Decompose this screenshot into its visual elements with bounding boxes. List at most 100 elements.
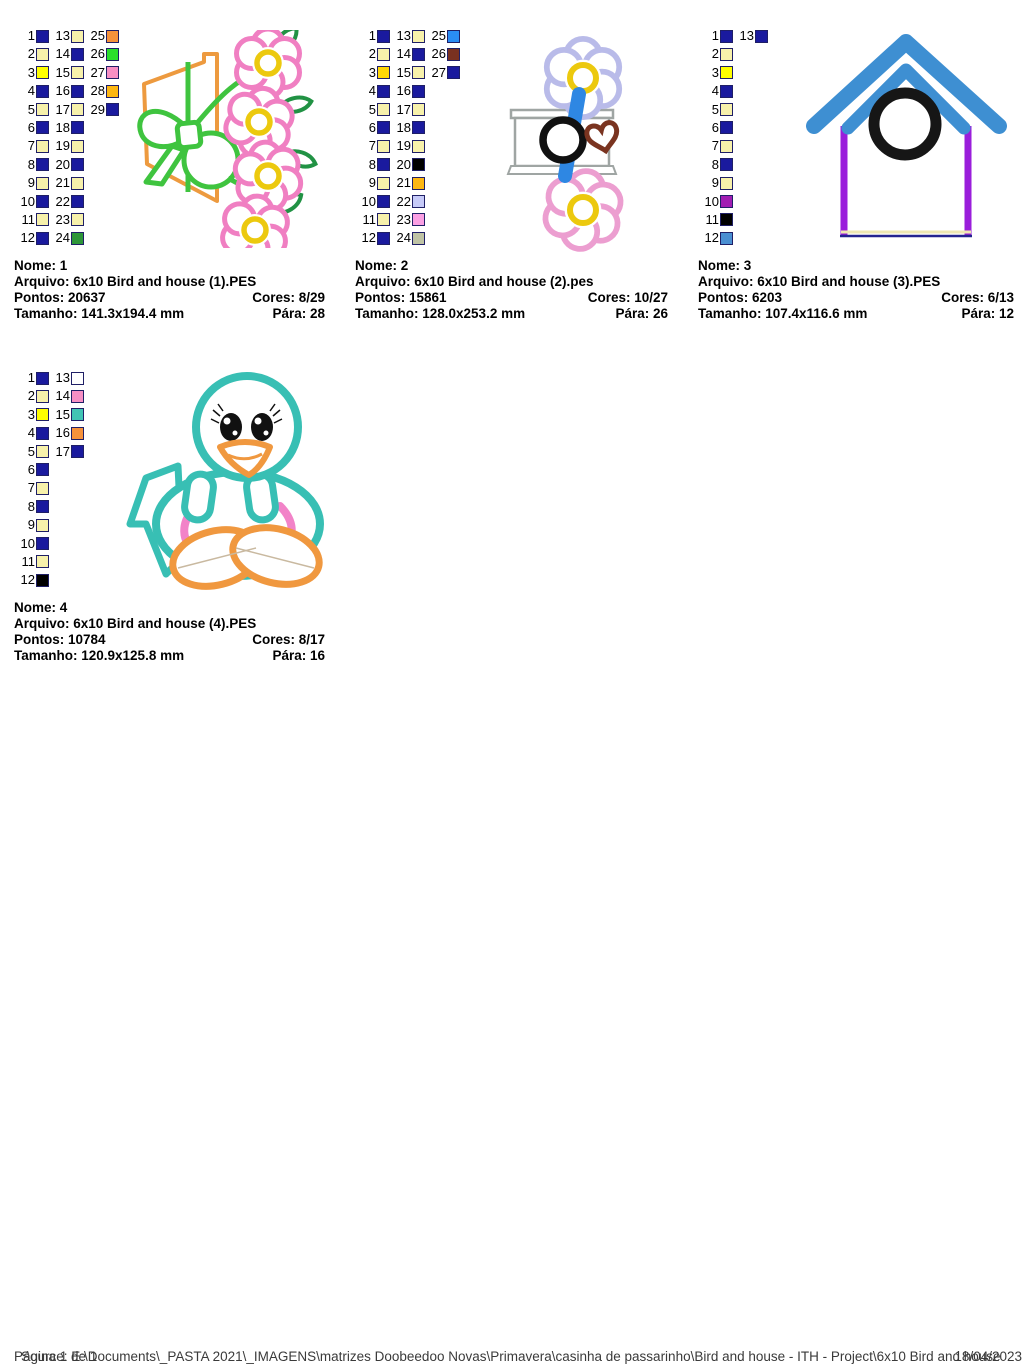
thread-number: 17	[55, 443, 70, 459]
thread-color-swatch	[377, 176, 390, 190]
thread-number: 11	[21, 211, 36, 227]
flower-center-icon	[567, 194, 599, 226]
bird-feet-icon	[169, 524, 323, 590]
palette-entry: 7	[355, 137, 390, 155]
design-1-thumbnail-basket-flowers	[137, 30, 320, 248]
thread-color-swatch	[36, 573, 49, 587]
thread-color-swatch	[412, 139, 425, 153]
thread-number: 7	[27, 138, 35, 154]
palette-entry: 4	[14, 82, 49, 100]
thread-number: 12	[704, 230, 719, 246]
palette-entry: 10	[14, 535, 49, 553]
flower-center-icon	[567, 62, 599, 94]
thread-color-swatch	[36, 500, 49, 514]
thread-color-swatch	[412, 176, 425, 190]
thread-number: 25	[90, 28, 105, 43]
palette-entry: 16	[49, 424, 84, 442]
thread-color-swatch	[71, 158, 84, 172]
palette-entry: 6	[355, 119, 390, 137]
thread-number: 21	[396, 175, 411, 191]
thread-number: 12	[20, 572, 35, 588]
thread-color-swatch	[36, 158, 49, 172]
palette-entry: 8	[355, 156, 390, 174]
design-size: Tamanho: 120.9x125.8 mm	[14, 648, 185, 663]
thread-number: 23	[396, 211, 411, 227]
thread-number: 16	[396, 83, 411, 99]
palette-entry: 25	[84, 27, 119, 45]
thread-color-swatch	[720, 103, 733, 117]
palette-entry: 18	[49, 119, 84, 137]
print-date: 18/04/2023	[954, 1349, 1022, 1364]
thread-color-swatch	[71, 213, 84, 227]
palette-entry: 24	[390, 229, 425, 247]
design-stitches: Pontos: 20637	[14, 290, 106, 305]
thread-color-swatch	[377, 195, 390, 209]
thread-number: 1	[711, 28, 719, 43]
thread-number: 26	[431, 46, 446, 62]
thread-color-swatch	[106, 103, 119, 117]
hole-ring-icon	[539, 116, 587, 164]
thread-number: 9	[711, 175, 719, 191]
thread-color-swatch	[412, 66, 425, 80]
palette-entry: 8	[698, 156, 733, 174]
thread-color-swatch	[412, 231, 425, 245]
thread-color-swatch	[36, 389, 49, 403]
thread-number: 3	[27, 64, 35, 80]
thread-color-swatch	[106, 47, 119, 61]
design-size: Tamanho: 141.3x194.4 mm	[14, 306, 185, 321]
thread-color-swatch	[36, 408, 49, 422]
palette-entry: 11	[355, 211, 390, 229]
thread-color-swatch	[71, 176, 84, 190]
palette-entry: 9	[14, 174, 49, 192]
palette-entry: 10	[14, 193, 49, 211]
thread-color-swatch	[412, 29, 425, 43]
palette-entry: 14	[49, 45, 84, 63]
palette-entry: 3	[698, 64, 733, 82]
thread-number: 14	[396, 46, 411, 62]
thread-color-swatch	[106, 66, 119, 80]
thread-number: 2	[27, 46, 35, 62]
design-stops: Pára: 26	[615, 306, 668, 321]
thread-color-swatch	[720, 158, 733, 172]
thread-number: 24	[396, 230, 411, 246]
thread-number: 4	[27, 83, 35, 99]
palette-entry: 3	[14, 64, 49, 82]
thread-number: 5	[27, 443, 35, 459]
thread-color-swatch	[71, 29, 84, 43]
thread-number: 27	[431, 64, 446, 80]
palette-entry: 15	[49, 406, 84, 424]
design-name: Nome: 1	[14, 258, 68, 273]
thread-number: 5	[368, 101, 376, 117]
palette-entry: 13	[733, 27, 768, 45]
design-colors: Cores: 8/17	[252, 632, 325, 647]
palette-entry: 8	[14, 498, 49, 516]
thread-number: 13	[55, 370, 70, 385]
palette-entry: 13	[390, 27, 425, 45]
palette-entry: 2	[14, 387, 49, 405]
thread-number: 18	[55, 119, 70, 135]
thread-color-swatch	[36, 555, 49, 569]
thread-color-swatch	[377, 103, 390, 117]
bow-icon	[137, 67, 275, 205]
thread-color-swatch	[71, 231, 84, 245]
palette-entry: 1	[14, 27, 49, 45]
thread-number: 6	[711, 119, 719, 135]
thread-number: 23	[55, 211, 70, 227]
palette-entry: 21	[49, 174, 84, 192]
page-number: Página 1 de 1	[14, 1349, 98, 1364]
thread-number: 10	[361, 193, 376, 209]
palette-entry: 11	[14, 553, 49, 571]
thread-color-swatch	[71, 389, 84, 403]
palette-entry: 2	[14, 45, 49, 63]
thread-number: 28	[90, 83, 105, 99]
palette-entry: 4	[355, 82, 390, 100]
thread-number: 22	[55, 193, 70, 209]
thread-color-swatch	[36, 195, 49, 209]
thread-number: 15	[396, 64, 411, 80]
design-file: Arquivo: 6x10 Bird and house (2).pes	[355, 274, 594, 289]
design-colors: Cores: 6/13	[941, 290, 1014, 305]
thread-color-swatch	[447, 47, 460, 61]
thread-color-swatch	[720, 176, 733, 190]
design-3-thumbnail-birdhouse	[806, 34, 1007, 238]
birdhouse-walls-icon	[840, 126, 972, 238]
